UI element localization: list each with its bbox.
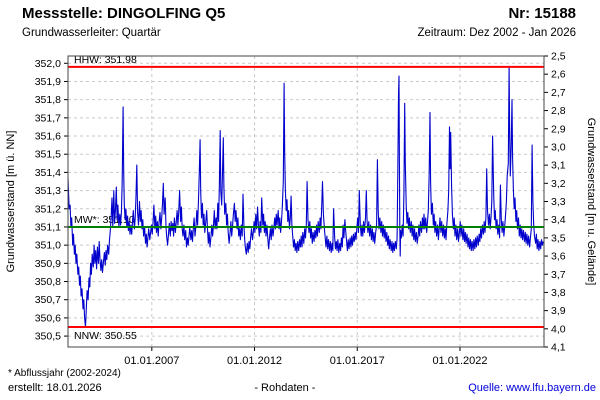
reference-line-label-hhw: HHW: 351.98 [74,54,137,66]
y-axis-tick-label: 351,8 [35,94,61,106]
y-axis-tick-label: 350,5 [35,331,61,343]
rohdaten-label: - Rohdaten - [254,382,316,394]
period-label: Zeitraum: Dez 2002 - Jan 2026 [417,27,576,39]
x-axis-tick-label: 01.01.2017 [330,355,385,367]
reference-line-label-nnw: NNW: 350.55 [74,330,137,342]
footer-row: erstellt: 18.01.2026 - Rohdaten - Quelle… [8,382,596,394]
y2-axis-tick-label: 3,7 [551,269,566,281]
y2-axis-tick-label: 3,5 [551,232,566,244]
x-axis-tick-label: 01.01.2022 [432,355,487,367]
y-axis-tick-label: 350,9 [35,258,61,270]
y2-axis-tick-label: 3,2 [551,178,566,190]
y2-axis-tick-label: 2,9 [551,123,566,135]
source-link[interactable]: Quelle: www.lfu.bayern.de [468,382,596,394]
created-date-label: erstellt: 18.01.2026 [8,382,102,394]
subheader-row: Grundwasserleiter: Quartär Zeitraum: Dez… [22,27,576,39]
y2-axis-tick-label: 3,9 [551,305,566,317]
y2-axis-tick-label: 3,4 [551,214,566,226]
y2-axis-tick-label: 4,1 [551,342,566,354]
aquifer-label: Grundwasserleiter: Quartär [22,27,161,39]
y2-axis-tick-label: 2,7 [551,87,566,99]
y-axis-tick-label: 351,5 [35,149,61,161]
y2-axis-tick-label: 2,5 [551,51,566,63]
data-series-line [67,66,544,328]
y-axis-title-right: Grundwasserstand [m u. Gelände] [585,118,597,286]
y-axis-tick-label: 351,0 [35,240,61,252]
y-axis-tick-label: 351,9 [35,76,61,88]
y-axis-tick-label: 351,6 [35,131,61,143]
y-axis-tick-label: 351,4 [35,167,61,179]
y2-axis-tick-label: 2,8 [551,105,566,117]
header-row: Messstelle: DINGOLFING Q5 Nr: 15188 [22,5,576,22]
page-title: Messstelle: DINGOLFING Q5 [22,5,226,22]
y2-axis-tick-label: 3,0 [551,141,566,153]
plot-border [67,55,545,348]
y2-axis-tick-label: 3,8 [551,287,566,299]
y2-axis-tick-label: 4,0 [551,323,566,335]
y-axis-tick-label: 350,7 [35,294,61,306]
x-axis-tick-label: 01.01.2012 [227,355,282,367]
y2-axis-tick-label: 3,6 [551,251,566,263]
y-axis-tick-label: 350,6 [35,312,61,324]
y2-axis-tick-label: 2,6 [551,69,566,81]
station-number: Nr: 15188 [508,5,576,22]
y2-axis-tick-label: 3,1 [551,160,566,172]
x-axis-tick-label: 01.01.2007 [124,355,179,367]
y-axis-tick-label: 351,1 [35,221,61,233]
footnote-label: * Abflussjahr (2002-2024) [8,368,121,379]
y-axis-title-left: Grundwasserstand [m ü. NN] [5,131,17,273]
y-axis-tick-label: 351,3 [35,185,61,197]
y-axis-tick-label: 351,7 [35,112,61,124]
y2-axis-tick-label: 3,3 [551,196,566,208]
y-axis-tick-label: 350,8 [35,276,61,288]
y-axis-tick-label: 352,0 [35,58,61,70]
y-axis-tick-label: 351,2 [35,203,61,215]
